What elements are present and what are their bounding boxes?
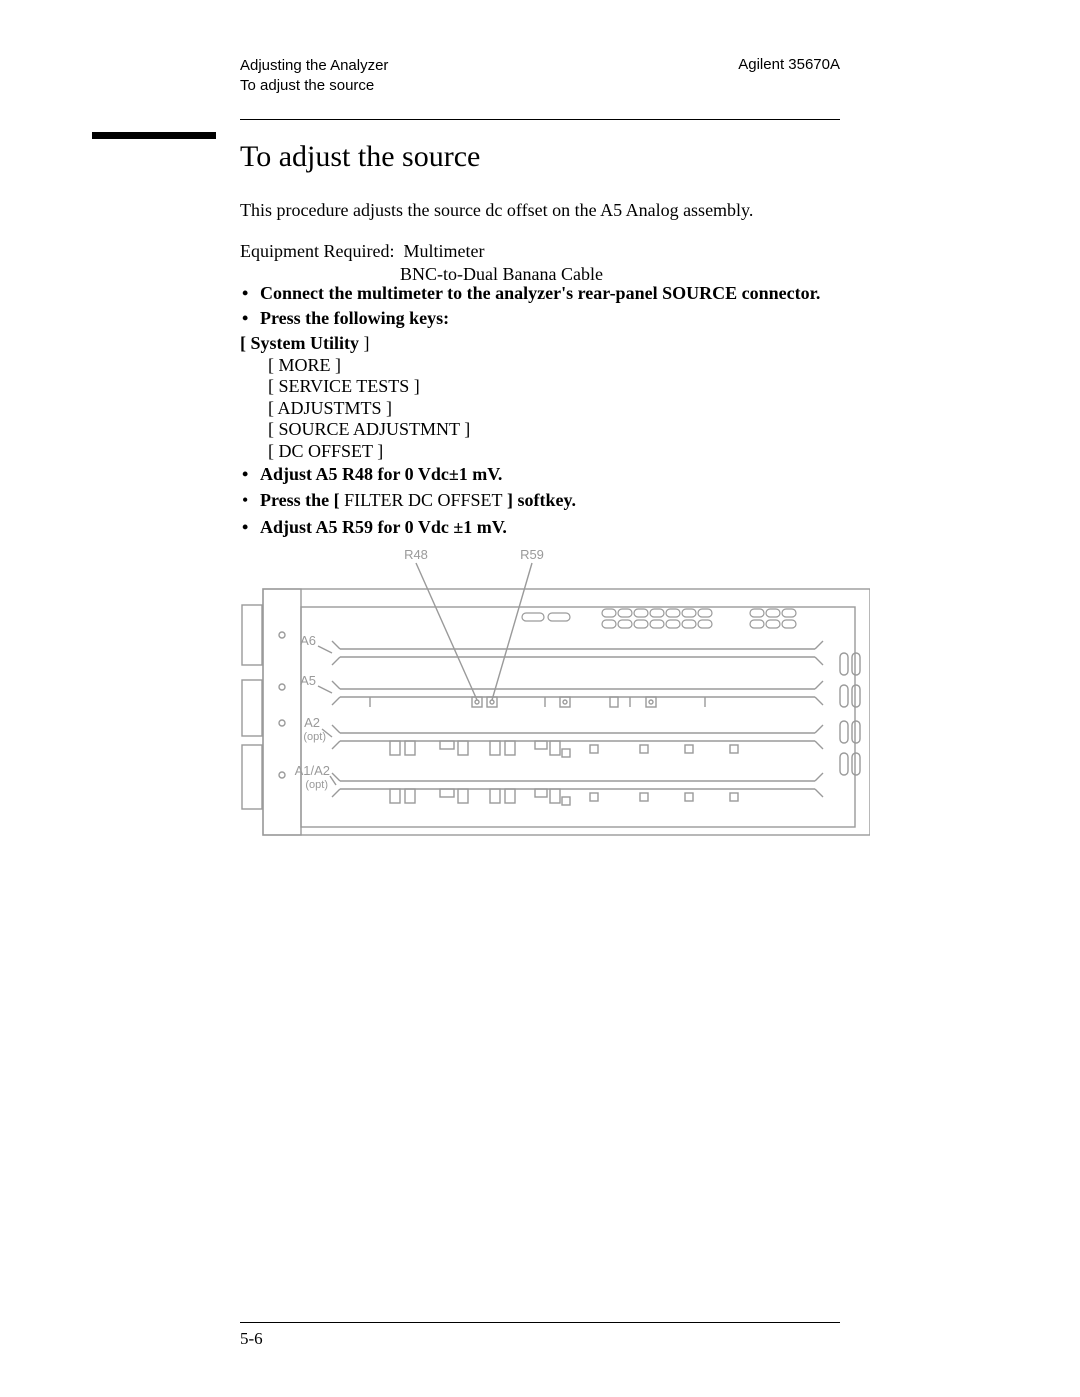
page-header: Adjusting the Analyzer To adjust the sou… xyxy=(240,56,840,97)
label-a1a2: A1/A2 xyxy=(295,763,330,778)
key-adjustmts: [ ADJUSTMTS ] xyxy=(240,398,470,420)
steps-bottom: Adjust A5 R48 for 0 Vdc±1 mV. Press the … xyxy=(240,462,880,541)
header-section: To adjust the source xyxy=(240,76,388,96)
page-title: To adjust the source xyxy=(240,140,480,174)
label-a5: A5 xyxy=(300,673,316,688)
key-source-adjustmnt: [ SOURCE ADJUSTMNT ] xyxy=(240,419,470,441)
label-r48: R48 xyxy=(404,547,428,562)
header-chapter: Adjusting the Analyzer xyxy=(240,56,388,76)
header-left: Adjusting the Analyzer To adjust the sou… xyxy=(240,56,388,97)
diagram-svg: R48 R59 A6 A5 A2 (opt) A1/A2 (opt) xyxy=(240,545,870,845)
label-a2-opt: (opt) xyxy=(303,731,326,743)
header-right: Agilent 35670A xyxy=(738,56,840,97)
side-marker xyxy=(92,132,216,139)
key-dc-offset: [ DC OFFSET ] xyxy=(240,441,470,463)
key-service-tests: [ SERVICE TESTS ] xyxy=(240,376,470,398)
intro-paragraph: This procedure adjusts the source dc off… xyxy=(240,200,753,221)
label-a6: A6 xyxy=(300,633,316,648)
board-diagram: R48 R59 A6 A5 A2 (opt) A1/A2 (opt) xyxy=(240,545,870,845)
label-a1-opt: (opt) xyxy=(305,779,328,791)
step-4-pre: Press the [ xyxy=(260,490,344,510)
key-more: [ MORE ] xyxy=(240,355,470,377)
equipment-item-1: Multimeter xyxy=(403,241,484,261)
step-3: Adjust A5 R48 for 0 Vdc±1 mV. xyxy=(240,462,880,486)
step-1: Connect the multimeter to the analyzer's… xyxy=(240,282,880,305)
key-system-utility: [ System Utility ] xyxy=(240,333,470,355)
step-4-post: ] softkey. xyxy=(503,490,577,510)
label-a2: A2 xyxy=(304,715,320,730)
step-4: Press the [ FILTER DC OFFSET ] softkey. xyxy=(240,488,880,512)
step-5: Adjust A5 R59 for 0 Vdc ±1 mV. xyxy=(240,515,880,539)
equipment-label: Equipment Required: xyxy=(240,241,394,261)
top-rule xyxy=(240,119,840,120)
key-sequence: [ System Utility ] [ MORE ] [ SERVICE TE… xyxy=(240,333,470,463)
step-2: Press the following keys: xyxy=(240,307,880,330)
equipment-block: Equipment Required: Multimeter BNC-to-Du… xyxy=(240,240,603,285)
equipment-item-2: BNC-to-Dual Banana Cable xyxy=(240,264,603,284)
steps-top: Connect the multimeter to the analyzer's… xyxy=(240,282,880,333)
step-4-key: FILTER DC OFFSET xyxy=(344,490,502,510)
page-number: 5-6 xyxy=(240,1329,263,1349)
label-r59: R59 xyxy=(520,547,544,562)
bottom-rule xyxy=(240,1322,840,1323)
